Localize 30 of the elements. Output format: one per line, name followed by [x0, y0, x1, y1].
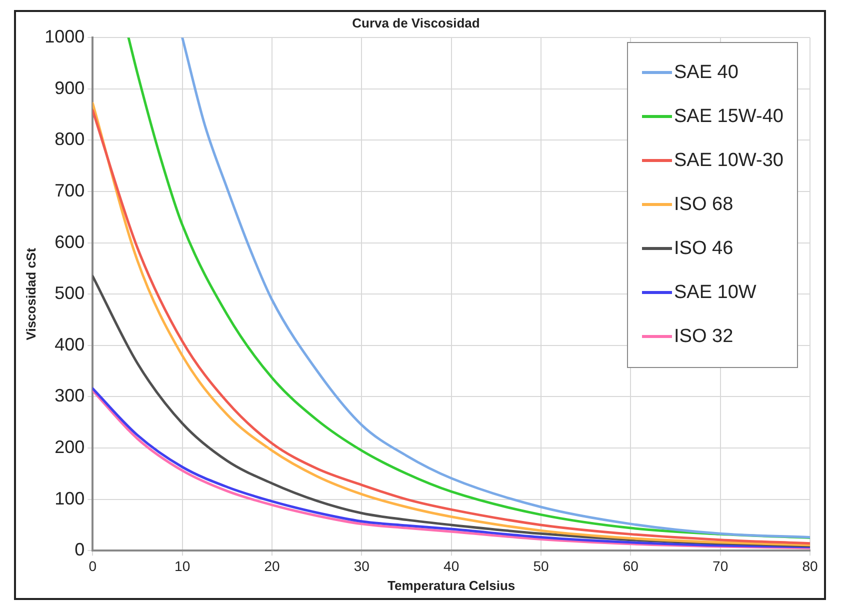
y-axis-title: Viscosidad cSt — [23, 247, 38, 340]
x-tick-label: 40 — [444, 558, 460, 574]
x-tick-label: 20 — [264, 558, 280, 574]
y-tick-label: 500 — [54, 283, 85, 304]
x-tick-label: 50 — [533, 558, 549, 574]
y-tick-label: 600 — [54, 232, 85, 252]
legend-label: SAE 15W-40 — [674, 106, 784, 128]
x-tick-label: 30 — [354, 558, 370, 574]
legend-label: ISO 46 — [674, 238, 734, 260]
legend-label: SAE 10W-30 — [674, 150, 784, 172]
y-tick-label: 100 — [54, 488, 85, 508]
legend-label: SAE 10W — [674, 282, 756, 304]
y-tick-label: 300 — [54, 386, 85, 406]
chart-title: Curva de Viscosidad — [352, 15, 480, 30]
y-tick-label: 700 — [54, 180, 85, 200]
x-axis-title: Temperatura Celsius — [388, 578, 516, 593]
x-tick-label: 80 — [802, 558, 818, 574]
x-tick-label: 60 — [622, 558, 639, 574]
x-tick-label: 10 — [174, 558, 190, 574]
y-tick-label: 200 — [54, 436, 85, 457]
legend-label: ISO 68 — [674, 194, 734, 216]
legend-label: SAE 40 — [674, 62, 738, 84]
y-tick-label: 800 — [54, 129, 85, 150]
legend-label: ISO 32 — [674, 326, 734, 348]
y-tick-label: 400 — [54, 334, 85, 354]
y-tick-label: 1000 — [44, 26, 85, 47]
x-tick-label: 70 — [712, 558, 728, 574]
y-tick-label: 0 — [74, 540, 85, 560]
y-tick-label: 900 — [54, 78, 85, 98]
x-tick-label: 0 — [88, 558, 97, 574]
